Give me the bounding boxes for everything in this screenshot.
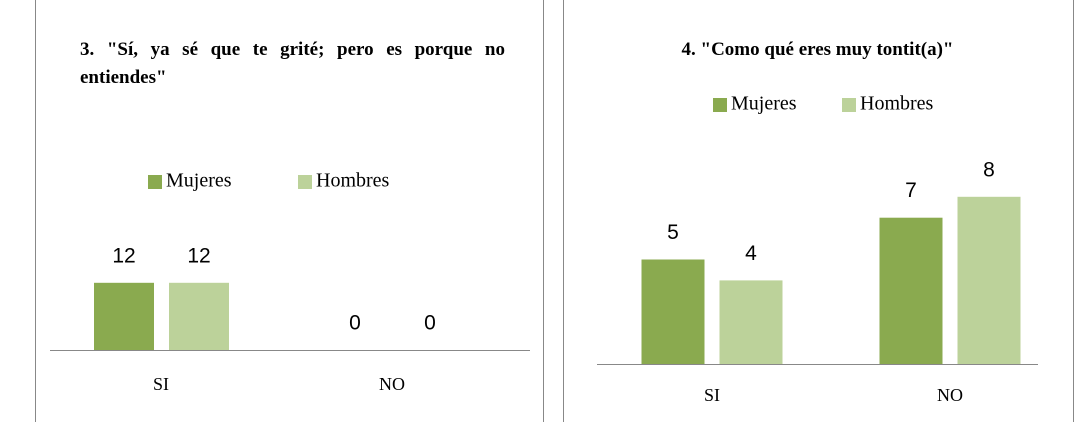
legend-swatch xyxy=(713,98,727,112)
data-label: 12 xyxy=(112,244,135,267)
legend-label: Hombres xyxy=(860,93,934,115)
bar xyxy=(719,280,783,364)
data-label: 4 xyxy=(745,242,757,265)
x-tick-label: NO xyxy=(379,374,405,394)
data-label: 7 xyxy=(905,179,917,202)
data-label: 5 xyxy=(667,221,679,244)
bar xyxy=(879,217,943,364)
legend-swatch xyxy=(842,98,856,112)
legend-label: Mujeres xyxy=(731,93,797,115)
bar xyxy=(169,282,229,350)
data-label: 12 xyxy=(187,244,210,267)
legend-label: Hombres xyxy=(316,170,390,192)
x-tick-label: NO xyxy=(937,385,963,405)
data-label: 0 xyxy=(424,312,436,335)
legend-label: Mujeres xyxy=(166,170,232,192)
bar xyxy=(641,259,705,364)
legend-swatch xyxy=(148,175,162,189)
legend-swatch xyxy=(298,175,312,189)
data-label: 8 xyxy=(983,158,995,181)
bar xyxy=(957,196,1021,364)
data-label: 0 xyxy=(349,312,361,335)
chart-title: 3. "Sí, ya sé que te grité; pero es porq… xyxy=(80,39,505,88)
chart-title: 4. "Como qué eres muy tontit(a)" xyxy=(681,39,954,60)
x-tick-label: SI xyxy=(704,385,720,405)
x-tick-label: SI xyxy=(153,374,169,394)
bar xyxy=(94,282,154,350)
